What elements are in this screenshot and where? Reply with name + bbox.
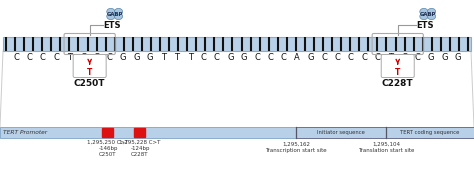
Text: 1,295,104: 1,295,104 [372, 142, 400, 147]
Bar [0, 127, 474, 138]
Bar [135, 128, 146, 137]
Ellipse shape [114, 13, 123, 20]
Bar [386, 127, 474, 138]
Ellipse shape [107, 13, 115, 20]
Text: Transcription start site: Transcription start site [265, 148, 327, 153]
Text: C: C [321, 53, 327, 62]
Text: -146bp: -146bp [98, 146, 118, 151]
Text: G: G [133, 53, 140, 62]
Text: TERT Promoter: TERT Promoter [3, 130, 47, 135]
Text: G: G [120, 53, 127, 62]
Text: C: C [361, 53, 367, 62]
Ellipse shape [420, 8, 428, 15]
Text: C: C [13, 53, 19, 62]
Text: C: C [53, 53, 59, 62]
Text: GABP: GABP [419, 11, 436, 17]
Text: C: C [375, 53, 381, 62]
Text: C: C [93, 53, 99, 62]
Text: A: A [294, 53, 300, 62]
Ellipse shape [114, 8, 123, 15]
Text: C: C [214, 53, 220, 62]
Bar [296, 127, 386, 138]
Text: C: C [254, 53, 260, 62]
Text: -124bp: -124bp [130, 146, 150, 151]
FancyBboxPatch shape [73, 55, 106, 77]
Text: C: C [27, 53, 32, 62]
Text: G: G [455, 53, 461, 62]
Text: C: C [201, 53, 207, 62]
Text: Translation start site: Translation start site [358, 148, 414, 153]
Text: C: C [281, 53, 287, 62]
Text: GABP: GABP [107, 11, 123, 17]
Text: C: C [267, 53, 273, 62]
Text: ETS: ETS [417, 20, 434, 30]
Text: T: T [161, 53, 166, 62]
Text: T: T [188, 53, 192, 62]
Text: C: C [107, 53, 113, 62]
Bar [3, 37, 471, 51]
Text: C: C [415, 53, 421, 62]
Text: T: T [67, 53, 72, 62]
Text: T: T [395, 68, 401, 77]
Text: C: C [80, 53, 86, 62]
Text: G: G [428, 53, 435, 62]
Text: C: C [348, 53, 354, 62]
Text: C228T: C228T [131, 152, 149, 157]
Text: G: G [308, 53, 314, 62]
Text: T: T [174, 53, 179, 62]
Text: C228T: C228T [382, 79, 413, 88]
Text: C: C [335, 53, 340, 62]
Text: 1,295,162: 1,295,162 [282, 142, 310, 147]
Ellipse shape [428, 13, 436, 20]
Text: Initiator sequence: Initiator sequence [317, 130, 365, 135]
Text: T: T [389, 53, 393, 62]
Text: T: T [87, 68, 92, 77]
Text: C250T: C250T [74, 79, 105, 88]
Text: 1,295,228 C>T: 1,295,228 C>T [119, 140, 161, 145]
Ellipse shape [107, 8, 115, 15]
Ellipse shape [428, 8, 436, 15]
Text: C: C [40, 53, 46, 62]
Bar [102, 128, 113, 137]
Text: G: G [240, 53, 247, 62]
Text: G: G [146, 53, 153, 62]
Text: C250T: C250T [99, 152, 117, 157]
Text: G: G [441, 53, 448, 62]
FancyBboxPatch shape [381, 55, 414, 77]
Ellipse shape [420, 13, 428, 20]
Text: ETS: ETS [104, 20, 121, 30]
Text: 1,295,250 C>T: 1,295,250 C>T [87, 140, 128, 145]
Text: TERT coding sequence: TERT coding sequence [401, 130, 460, 135]
Text: C: C [401, 53, 407, 62]
Text: G: G [227, 53, 234, 62]
